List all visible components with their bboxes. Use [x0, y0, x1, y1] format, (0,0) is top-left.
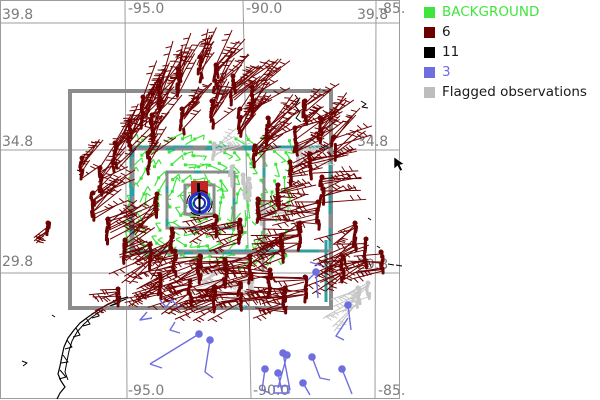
- legend-entry-3: 3: [424, 64, 587, 80]
- storm-center-marker: [186, 181, 213, 216]
- legend-label: Flagged observations: [442, 84, 587, 100]
- legend-label: 3: [442, 64, 451, 80]
- legend: BACKGROUND 6 11 3 Flagged observations: [424, 4, 587, 100]
- lon-label-top: -90.0: [246, 1, 283, 17]
- legend-swatch: [424, 87, 435, 98]
- legend-swatch: [424, 47, 435, 58]
- lat-label: 34.8: [2, 134, 34, 150]
- lon-label-top: -85.: [378, 1, 406, 17]
- lon-label-top: -95.0: [128, 1, 165, 17]
- legend-entry-1: 6: [424, 24, 587, 40]
- legend-entry-4: Flagged observations: [424, 84, 587, 100]
- legend-label: 11: [442, 44, 460, 60]
- legend-swatch: [424, 27, 435, 38]
- lat-label: 39.8: [2, 7, 34, 23]
- mouse-cursor-icon: [393, 156, 405, 172]
- blue-obs-barbs: [139, 261, 353, 396]
- lat-label: 39.8: [357, 7, 389, 23]
- red-obs-barbs: [33, 27, 385, 323]
- legend-swatch: [424, 67, 435, 78]
- legend-swatch: [424, 7, 435, 18]
- lat-label: 34.8: [357, 134, 389, 150]
- lon-label-bottom: -95.0: [128, 383, 165, 399]
- lat-label: 29.8: [2, 254, 34, 270]
- lon-label-bottom: -85.: [378, 383, 406, 399]
- legend-label: 6: [442, 24, 451, 40]
- legend-entry-2: 11: [424, 44, 587, 60]
- legend-label: BACKGROUND: [442, 4, 540, 20]
- legend-entry-0: BACKGROUND: [424, 4, 587, 20]
